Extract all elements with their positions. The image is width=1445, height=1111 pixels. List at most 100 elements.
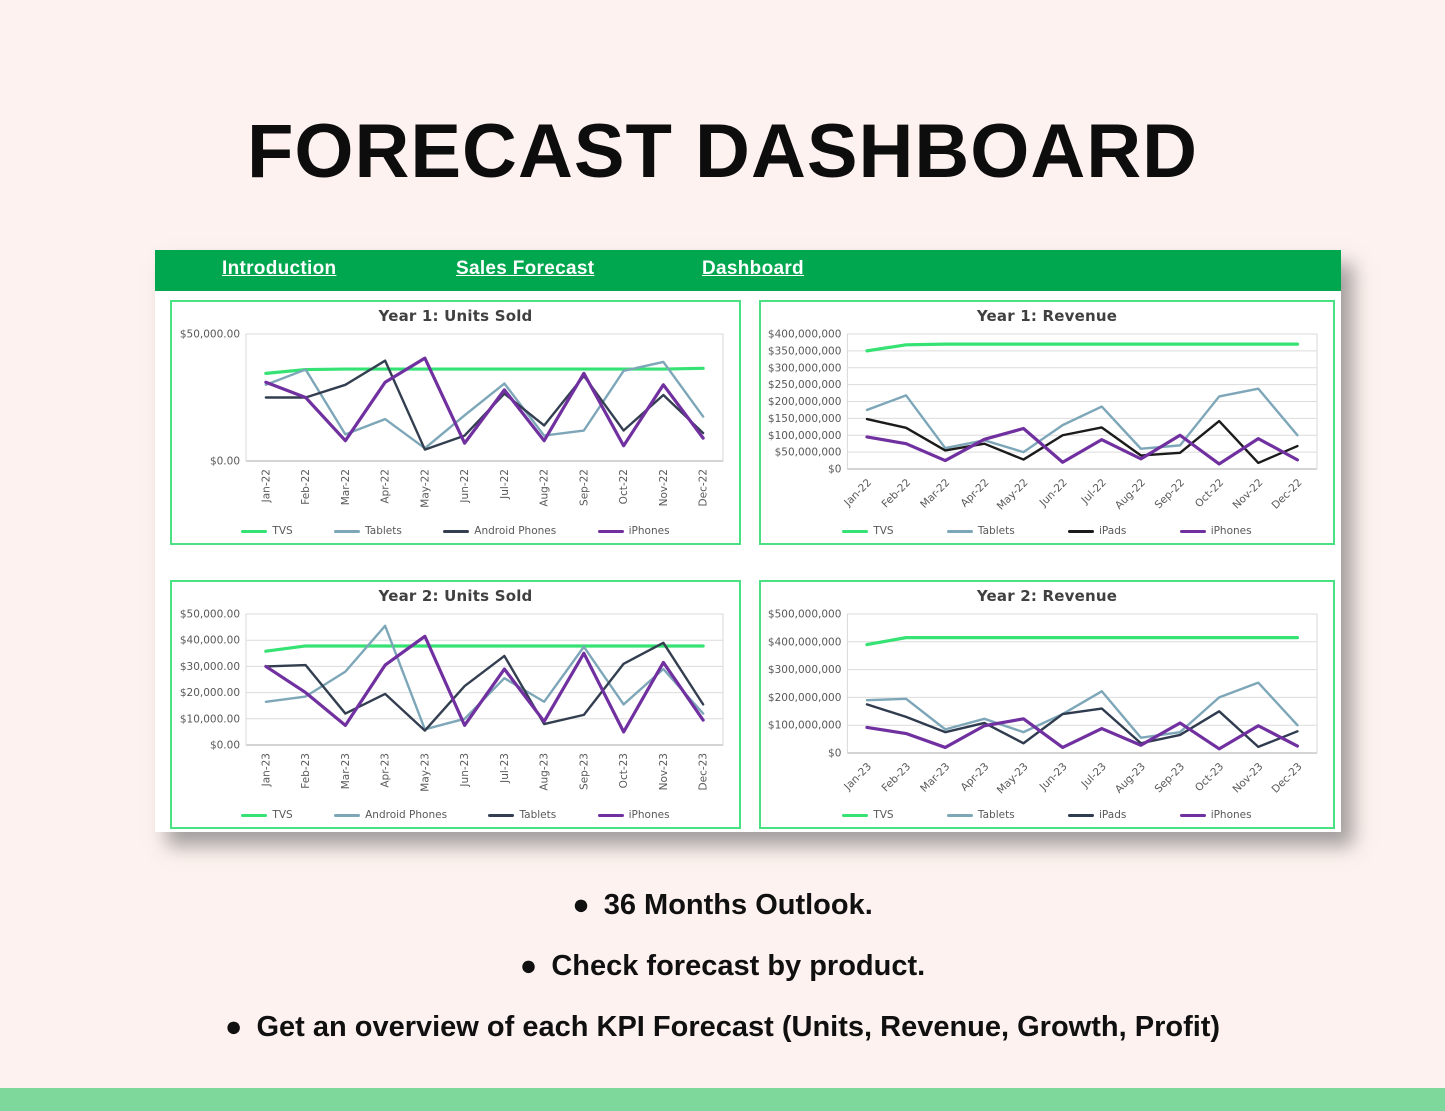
legend-label: Android Phones [474,525,557,537]
svg-text:$40,000.00: $40,000.00 [180,635,240,647]
legend-line-swatch [1179,529,1206,533]
legend-line-swatch [443,529,470,533]
legend-line-swatch [241,813,268,817]
chart-canvas-year2-revenue: $0 $100,000,000 $200,000,000 $300,000,000 $4… [768,609,1318,797]
legend-item-tablets: Tablets [488,809,556,821]
svg-text:Dec-22: Dec-22 [698,469,710,506]
legend-line-swatch [946,529,973,533]
bullet-item: ● Get an overview of each KPI Forecast (U… [0,1008,1445,1046]
legend-line-swatch [597,529,624,533]
legend-label: Tablets [365,525,402,537]
svg-text:Sep-22: Sep-22 [1153,477,1188,512]
chart-panel-year1-revenue: Year 1: Revenue $0 $50,000,000 $100,000,00… [759,300,1335,545]
bullet-text: 36 Months Outlook. [603,889,873,921]
nav-link-sales-forecast[interactable]: Sales Forecast [456,258,595,279]
legend-line-swatch [334,813,361,817]
legend-line-swatch [488,813,515,817]
bullet-dot-icon: ● [519,950,538,982]
chart-legend: TVS Android Phones Tablets iPhones [172,803,739,827]
svg-text:Jan-23: Jan-23 [841,761,874,794]
nav-link-introduction[interactable]: Introduction [222,258,337,279]
svg-text:May-22: May-22 [995,477,1031,513]
svg-text:Jul-23: Jul-23 [1079,761,1109,791]
legend-label: iPads [1099,809,1127,821]
chart-legend: TVS Tablets iPads iPhones [761,519,1333,543]
chart-legend: TVS Tablets iPads iPhones [761,803,1333,827]
legend-line-swatch [1179,813,1206,817]
chart-title: Year 1: Revenue [976,307,1118,325]
svg-text:Nov-23: Nov-23 [1231,761,1266,796]
svg-text:Mar-22: Mar-22 [918,477,952,511]
legend-item-tvs: TVS [241,525,293,537]
legend-line-swatch [597,813,624,817]
svg-text:Feb-22: Feb-22 [879,477,913,511]
chart-title: Year 2: Units Sold [378,587,533,605]
svg-text:$500,000,000: $500,000,000 [768,609,841,621]
bullet-item: ● 36 Months Outlook. [0,886,1445,924]
legend-item-tablets: Tablets [946,525,1015,537]
legend-label: Tablets [977,809,1015,821]
legend-label: Tablets [977,525,1015,537]
feature-bullet-list: ● 36 Months Outlook. ● Check forecast by p… [0,886,1445,1069]
chart-canvas-year2-units-sold: $0.00 $10,000.00 $20,000.00 $30,000.00 $40,0… [180,609,724,792]
legend-label: TVS [873,525,894,537]
svg-text:Apr-22: Apr-22 [380,469,392,504]
legend-label: iPads [1099,525,1127,537]
svg-text:Oct-22: Oct-22 [618,469,630,504]
legend-item-tvs: TVS [241,809,293,821]
svg-text:Sep-22: Sep-22 [578,469,590,506]
bullet-dot-icon: ● [572,889,590,921]
svg-text:Feb-23: Feb-23 [879,761,913,795]
sheet-nav-bar: Introduction Sales Forecast Dashboard [155,250,1341,291]
legend-item-iphones: iPhones [597,525,670,537]
legend-item-ipads: iPads [1068,525,1126,537]
svg-text:Mar-23: Mar-23 [918,761,952,795]
svg-text:Nov-22: Nov-22 [1231,477,1266,512]
svg-text:$10,000.00: $10,000.00 [180,713,240,725]
svg-text:$50,000.00: $50,000.00 [180,609,240,621]
legend-label: TVS [873,809,894,821]
legend-label: iPhones [1210,809,1252,821]
legend-item-android-phones: Android Phones [443,525,556,537]
legend-item-tablets: Tablets [946,809,1015,821]
svg-text:$400,000,000: $400,000,000 [768,329,841,341]
legend-label: TVS [272,809,293,821]
svg-text:Jan-22: Jan-22 [260,469,272,503]
svg-text:Aug-23: Aug-23 [539,753,551,791]
svg-text:Mar-23: Mar-23 [340,753,352,789]
legend-label: iPhones [628,809,670,821]
legend-label: TVS [272,525,293,537]
legend-label: Android Phones [365,809,448,821]
svg-text:$300,000,000: $300,000,000 [768,362,841,374]
svg-text:Jul-22: Jul-22 [1079,477,1109,507]
svg-text:$100,000,000: $100,000,000 [768,430,841,442]
legend-item-iphones: iPhones [1179,525,1252,537]
page-title: FORECAST DASHBOARD [246,109,1199,194]
svg-text:$250,000,000: $250,000,000 [768,379,841,391]
svg-text:Aug-22: Aug-22 [1113,477,1148,512]
svg-text:$150,000,000: $150,000,000 [768,413,841,425]
svg-text:Jul-23: Jul-23 [499,753,511,784]
svg-text:May-23: May-23 [419,753,431,792]
svg-text:$0.00: $0.00 [210,740,240,752]
svg-text:Aug-22: Aug-22 [539,469,551,507]
legend-line-swatch [1068,813,1094,817]
chart-title: Year 2: Revenue [976,587,1118,605]
svg-text:Apr-23: Apr-23 [380,753,392,788]
bullet-item: ● Check forecast by product. [0,947,1445,985]
svg-text:Sep-23: Sep-23 [1153,761,1188,796]
nav-link-dashboard[interactable]: Dashboard [702,258,804,279]
svg-text:$0: $0 [828,748,841,760]
svg-text:$50,000,000: $50,000,000 [775,447,842,459]
legend-item-tablets: Tablets [334,525,402,537]
svg-text:May-23: May-23 [995,761,1031,797]
svg-text:Feb-23: Feb-23 [300,753,312,789]
legend-item-tvs: TVS [842,809,894,821]
svg-text:Oct-23: Oct-23 [1193,761,1226,794]
svg-text:Jan-22: Jan-22 [841,477,874,510]
bullet-text: Check forecast by product. [551,950,926,982]
svg-text:$200,000,000: $200,000,000 [768,692,841,704]
svg-text:$100,000,000: $100,000,000 [768,720,841,732]
legend-item-tvs: TVS [842,525,894,537]
